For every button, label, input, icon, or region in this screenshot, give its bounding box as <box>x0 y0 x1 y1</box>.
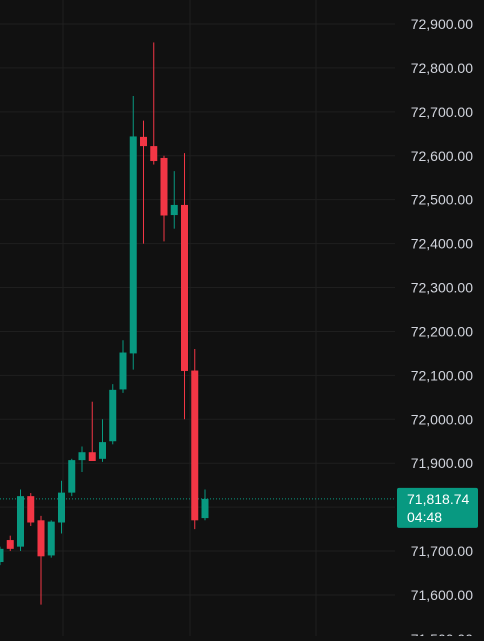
candle-body <box>201 498 209 519</box>
price-axis-tick-label: 71,700.00 <box>411 543 473 559</box>
candle-body <box>191 370 199 521</box>
candle-body <box>140 136 147 147</box>
candle-body <box>170 204 178 216</box>
price-axis-tick-label: 71,900.00 <box>411 455 473 471</box>
candle-body <box>150 146 158 162</box>
current-price-label: 71,818.74 <box>407 491 469 507</box>
price-axis-tick-label: 72,600.00 <box>411 148 473 164</box>
candle-body <box>6 540 14 549</box>
candle-down[interactable] <box>140 120 147 244</box>
candle-body <box>68 460 76 493</box>
candle-up[interactable] <box>58 480 65 534</box>
candle-body <box>109 389 117 442</box>
candle-down[interactable] <box>6 535 14 552</box>
candle-up[interactable] <box>99 419 106 462</box>
candle-up[interactable] <box>68 458 76 497</box>
candle-down[interactable] <box>191 349 199 530</box>
candle-down[interactable] <box>27 493 35 527</box>
candle-down[interactable] <box>150 42 158 165</box>
grid-lines <box>0 0 395 640</box>
price-axis-tick-label: 72,000.00 <box>411 411 473 427</box>
candle-up[interactable] <box>78 446 86 472</box>
candle-body <box>27 496 35 523</box>
candle-up[interactable] <box>129 96 137 370</box>
candle-up[interactable] <box>17 489 24 552</box>
price-axis-tick-label: 72,200.00 <box>411 323 473 339</box>
candles-series <box>0 42 209 605</box>
candle-up[interactable] <box>170 171 178 229</box>
candle-body <box>88 452 96 462</box>
candle-up[interactable] <box>201 489 209 521</box>
price-axis-tick-label: 72,800.00 <box>411 60 473 76</box>
current-price-tag-box <box>397 487 478 528</box>
price-axis[interactable]: 72,900.00 72,800.00 72,700.00 72,600.00 72,5… <box>411 16 473 641</box>
price-axis-tick-label: 71,600.00 <box>411 587 473 603</box>
candle-body <box>181 204 188 371</box>
candle-down[interactable] <box>181 153 188 420</box>
price-axis-tick-label: 72,900.00 <box>411 16 473 32</box>
price-axis-tick-label: 72,700.00 <box>411 104 473 120</box>
price-axis-tick-label: 72,400.00 <box>411 236 473 252</box>
price-axis-tick-label: 71,500.00 <box>411 631 473 636</box>
price-axis-tick-label: 72,100.00 <box>411 367 473 383</box>
candle-up[interactable] <box>109 384 117 445</box>
candle-body <box>119 352 127 390</box>
candle-body <box>129 136 137 354</box>
candle-body <box>47 521 55 556</box>
candle-body <box>17 496 24 547</box>
candle-down[interactable] <box>37 515 45 605</box>
candle-down[interactable] <box>88 401 96 462</box>
current-price-tag: 71,818.74 04:48 <box>397 487 478 528</box>
candle-body <box>78 452 86 461</box>
candle-body <box>58 492 65 523</box>
candle-body <box>37 520 45 557</box>
candle-body <box>0 548 4 563</box>
candle-up[interactable] <box>119 340 127 393</box>
candle-up[interactable] <box>0 546 4 566</box>
candle-countdown-label: 04:48 <box>407 509 442 525</box>
candle-up[interactable] <box>47 520 55 558</box>
candle-down[interactable] <box>160 155 168 242</box>
price-axis-tick-label: 72,300.00 <box>411 280 473 296</box>
candle-body <box>160 157 168 216</box>
candle-body <box>99 442 106 459</box>
price-axis-tick-label: 72,500.00 <box>411 192 473 208</box>
